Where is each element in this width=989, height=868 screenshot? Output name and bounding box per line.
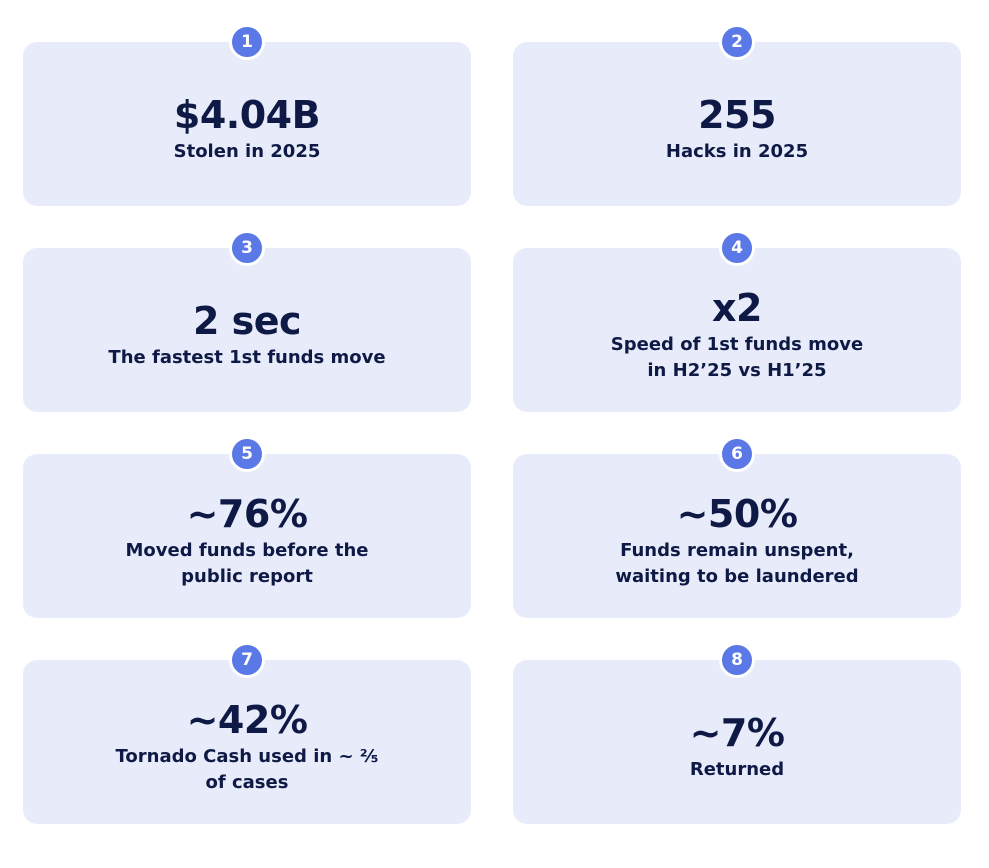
stat-value: 2 sec — [192, 299, 302, 343]
stat-label-line: Funds remain unspent, — [620, 540, 854, 561]
stat-label: Moved funds before the public report — [126, 538, 369, 590]
card-content: ~7% Returned — [513, 660, 961, 824]
stat-card-tornado-cash: 7 ~42% Tornado Cash used in ~ ⅖ of cases — [23, 642, 471, 824]
stat-value: $4.04B — [173, 93, 321, 137]
stat-label-line: Hacks in 2025 — [665, 141, 809, 162]
card-number-badge: 8 — [719, 642, 755, 678]
stat-label-line: in H2’25 vs H1’25 — [647, 360, 827, 381]
card-number-badge: 7 — [229, 642, 265, 678]
card-content: x2 Speed of 1st funds move in H2’25 vs H… — [513, 248, 961, 412]
card-number-badge: 1 — [229, 24, 265, 60]
stat-card-returned: 8 ~7% Returned — [513, 642, 961, 824]
stat-label-line: Tornado Cash used in ~ ⅖ — [115, 746, 379, 767]
stat-label-line: of cases — [205, 772, 289, 793]
card-number-badge: 4 — [719, 230, 755, 266]
stat-value: ~7% — [689, 711, 785, 755]
card-number-badge: 6 — [719, 436, 755, 472]
stat-card-unspent: 6 ~50% Funds remain unspent, waiting to … — [513, 436, 961, 618]
card-content: 2 sec The fastest 1st funds move — [23, 248, 471, 412]
stat-card-stolen: 1 $4.04B Stolen in 2025 — [23, 24, 471, 206]
card-number-badge: 5 — [229, 436, 265, 472]
card-content: ~50% Funds remain unspent, waiting to be… — [513, 454, 961, 618]
stat-value: ~50% — [676, 492, 798, 536]
stat-label: Hacks in 2025 — [666, 139, 808, 165]
stat-value: ~76% — [186, 492, 308, 536]
stat-card-fastest-move: 3 2 sec The fastest 1st funds move — [23, 230, 471, 412]
stat-label: The fastest 1st funds move — [108, 345, 385, 371]
stat-label-line: Stolen in 2025 — [173, 141, 321, 162]
card-content: ~42% Tornado Cash used in ~ ⅖ of cases — [23, 660, 471, 824]
stat-label: Stolen in 2025 — [174, 139, 321, 165]
stat-label: Returned — [690, 757, 784, 783]
stat-card-moved-before-report: 5 ~76% Moved funds before the public rep… — [23, 436, 471, 618]
card-content: 255 Hacks in 2025 — [513, 42, 961, 206]
stat-card-hacks: 2 255 Hacks in 2025 — [513, 24, 961, 206]
card-number-badge: 3 — [229, 230, 265, 266]
card-number-badge: 2 — [719, 24, 755, 60]
stat-value: ~42% — [186, 698, 308, 742]
stat-label: Tornado Cash used in ~ ⅖ of cases — [116, 744, 379, 796]
stat-label-line: Moved funds before the — [125, 540, 369, 561]
stat-label: Funds remain unspent, waiting to be laun… — [615, 538, 858, 590]
stat-label-line: Speed of 1st funds move — [610, 334, 864, 355]
stat-label: Speed of 1st funds move in H2’25 vs H1’2… — [611, 332, 863, 384]
stat-label-line: The fastest 1st funds move — [108, 347, 386, 368]
stat-label-line: waiting to be laundered — [615, 566, 859, 587]
stat-label-line: public report — [181, 566, 313, 587]
stat-value: x2 — [712, 286, 762, 330]
stat-label-line: Returned — [689, 759, 785, 780]
card-content: $4.04B Stolen in 2025 — [23, 42, 471, 206]
stat-card-speed: 4 x2 Speed of 1st funds move in H2’25 vs… — [513, 230, 961, 412]
card-content: ~76% Moved funds before the public repor… — [23, 454, 471, 618]
stat-value: 255 — [698, 93, 776, 137]
